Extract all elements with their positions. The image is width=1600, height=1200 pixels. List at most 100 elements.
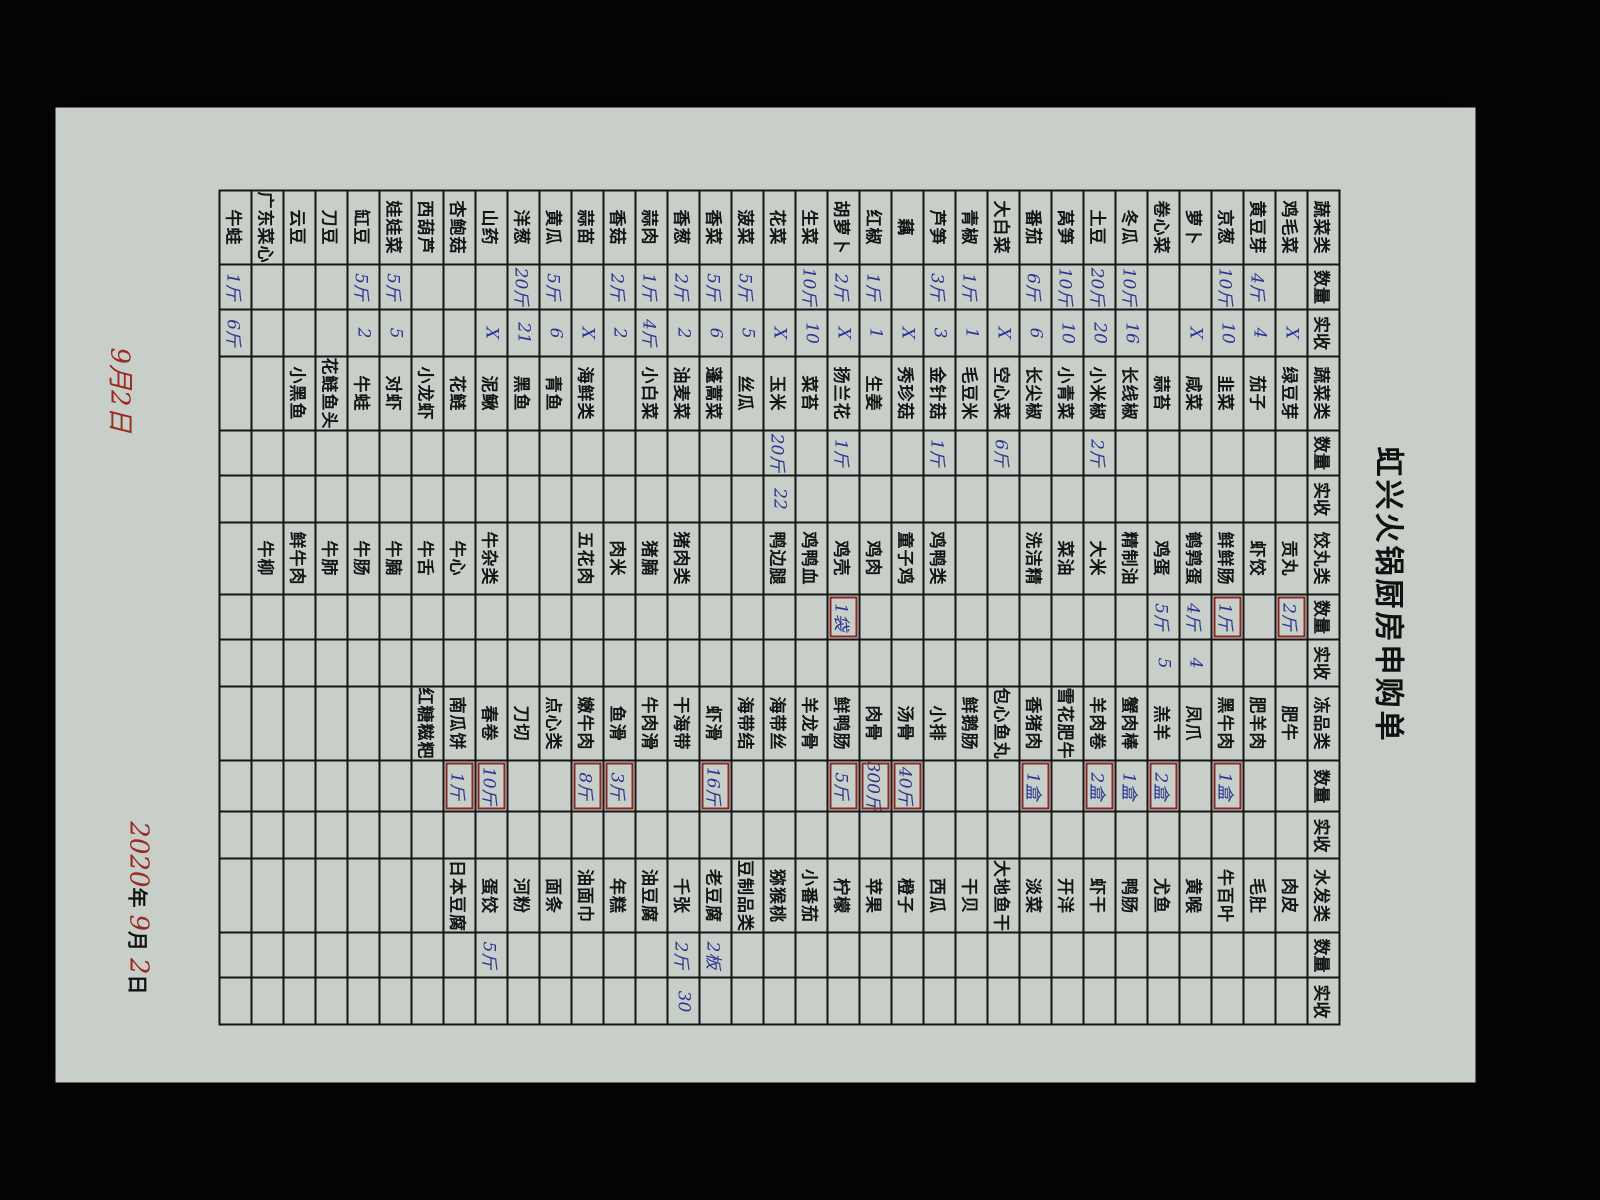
quantity-cell [1115,594,1148,640]
handwritten-note: 9月2日 [104,347,135,433]
received-cell [315,811,348,859]
quantity-cell [283,760,316,812]
quantity-cell: 1盒 [1211,760,1244,812]
item-name: 蒜苔 [1147,356,1180,431]
quantity-cell [251,932,284,978]
item-name: 香葱 [667,190,700,265]
quantity-cell [219,932,252,978]
table-row: 番茄 6斤 6 长尖椒 洗洁精 香猪肉 1盒 淡菜 [1019,190,1052,1025]
item-name: 对虾 [379,356,412,431]
item-name: 牛杂类 [475,522,508,595]
item-name: 鸡毛菜 [1275,190,1308,265]
quantity-cell: 6斤 [987,430,1020,476]
table-row: 广东菜心 牛柳 [251,190,284,1025]
quantity-cell [763,932,796,978]
item-name: 牛舌 [411,522,444,595]
quantity-cell [603,932,636,978]
received-cell [603,811,636,859]
quantity-cell [731,430,764,476]
received-cell [635,977,668,1025]
item-name: 香菇 [603,190,636,265]
received-cell: 5 [379,309,412,357]
received-cell [507,811,540,859]
received-cell [699,977,732,1025]
table-row: 杏鲍菇 花鲢 牛心 南瓜饼 1斤 日本豆腐 [443,190,476,1025]
received-cell [731,475,764,523]
quantity-cell: 1斤 [443,760,476,812]
received-cell [667,639,700,687]
received-cell: 3 [923,309,956,357]
item-name: 贡丸 [1275,522,1308,595]
received-cell [283,811,316,859]
item-name: 油豆腐 [635,858,668,933]
quantity-cell: 1斤 [1211,594,1244,640]
item-name: 蟹肉棒 [1115,686,1148,761]
date-day: 2 [123,957,154,975]
quantity-cell [475,594,508,640]
received-cell [763,977,796,1025]
item-name: 生菜 [795,190,828,265]
received-cell: X [763,309,796,357]
quantity-cell [411,760,444,812]
quantity-cell: 2盒 [1083,760,1116,812]
item-name: 绿豆芽 [1275,356,1308,431]
received-cell [731,977,764,1025]
received-cell [219,811,252,859]
item-name: 河粉 [507,858,540,933]
quantity-cell [507,932,540,978]
quantity-cell: 2斤 [667,264,700,310]
received-cell [827,811,860,859]
quantity-cell [283,594,316,640]
received-cell [987,811,1020,859]
item-name: 土豆 [1083,190,1116,265]
column-header: 实收 [1307,639,1340,687]
received-cell [283,639,316,687]
quantity-cell [315,264,348,310]
item-name: 春卷 [475,686,508,761]
received-cell [667,475,700,523]
item-name: 红糖糍粑 [411,686,444,761]
item-name: 花鲢 [443,356,476,431]
column-header: 冻品类 [1307,686,1340,761]
item-name: 大地鱼干 [987,858,1020,933]
table-row: 藕 X 秀珍菇 童子鸡 汤骨 40斤 橙子 [891,190,924,1025]
quantity-cell [699,594,732,640]
table-row: 西葫芦 小龙虾 牛舌 红糖糍粑 [411,190,444,1025]
received-cell [1147,977,1180,1025]
header-row: 蔬菜类 数量 实收 蔬菜类 数量 实收 饺丸类 数量 实收 冻品类 数量 实收 水发类 数量 实收 [1307,190,1340,1025]
item-name: 玉米 [763,356,796,431]
item-name: 鲜鹅肠 [955,686,988,761]
quantity-cell [379,760,412,812]
item-name: 牛蛙 [219,190,252,265]
quantity-cell [347,932,380,978]
item-name: 香菜 [699,190,732,265]
item-name: 扬兰花 [827,356,860,431]
quantity-cell [1051,760,1084,812]
received-cell [315,309,348,357]
item-name: 冬瓜 [1115,190,1148,265]
received-cell [603,977,636,1025]
table-row: 黄瓜 5斤 6 青鱼 点心类 面条 [539,190,572,1025]
received-cell [475,639,508,687]
received-cell [475,475,508,523]
received-cell [475,811,508,859]
item-name [699,522,732,595]
received-cell [1115,475,1148,523]
quantity-cell: 1斤 [219,264,252,310]
item-name [379,686,412,761]
quantity-cell [923,594,956,640]
item-name: 鹌鹑蛋 [1179,522,1212,595]
item-name: 牛肉滑 [635,686,668,761]
item-name: 花鲢鱼头 [315,356,348,431]
column-header: 蔬菜类 [1307,356,1340,431]
received-cell [1115,811,1148,859]
item-name: 猪腩 [635,522,668,595]
item-name: 红椒 [859,190,892,265]
received-cell [283,475,316,523]
date-year: 2020 [123,821,154,888]
received-cell: X [1275,309,1308,357]
quantity-cell [219,594,252,640]
received-cell [763,639,796,687]
quantity-cell [763,760,796,812]
column-header: 数量 [1307,760,1340,812]
